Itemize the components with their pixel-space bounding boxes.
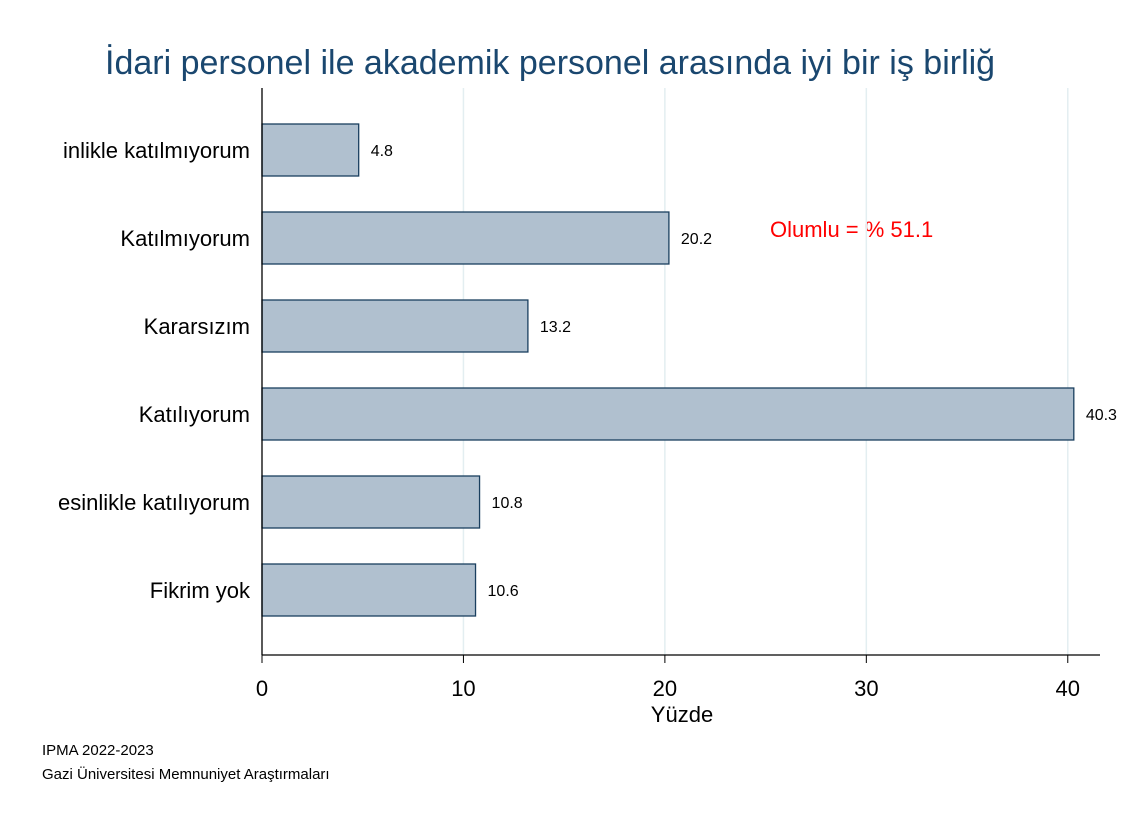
annotation: Olumlu = % 51.1 — [770, 217, 933, 242]
y-tick-label: inlikle katılmıyorum — [63, 138, 250, 163]
y-tick-label: Fikrim yok — [150, 578, 251, 603]
value-label: 10.6 — [488, 583, 519, 600]
x-tick-label: 0 — [256, 676, 268, 701]
value-label: 13.2 — [540, 319, 571, 336]
y-tick-label: Katılmıyorum — [120, 226, 250, 251]
x-tick-label: 30 — [854, 676, 878, 701]
y-tick-label: Kararsızım — [144, 314, 250, 339]
x-axis-label: Yüzde — [651, 702, 713, 727]
value-label: 10.8 — [492, 495, 523, 512]
y-tick-label: Katılıyorum — [139, 402, 250, 427]
bar — [261, 299, 529, 353]
x-tick-label: 40 — [1056, 676, 1080, 701]
value-label: 20.2 — [681, 231, 712, 248]
value-label: 4.8 — [371, 143, 393, 160]
bar — [261, 123, 360, 177]
value-label: 40.3 — [1086, 407, 1117, 424]
y-tick-label: esinlikle katılıyorum — [58, 490, 250, 515]
bar — [261, 387, 1075, 441]
note: Gazi Üniversitesi Memnuniyet Araştırmala… — [42, 765, 330, 783]
chart-title: İdari personel ile akademik personel ara… — [105, 44, 995, 82]
bar — [261, 475, 481, 529]
note: IPMA 2022-2023 — [42, 742, 154, 759]
x-tick-label: 10 — [451, 676, 475, 701]
bar — [261, 563, 477, 617]
x-tick-label: 20 — [653, 676, 677, 701]
bar — [261, 211, 670, 265]
